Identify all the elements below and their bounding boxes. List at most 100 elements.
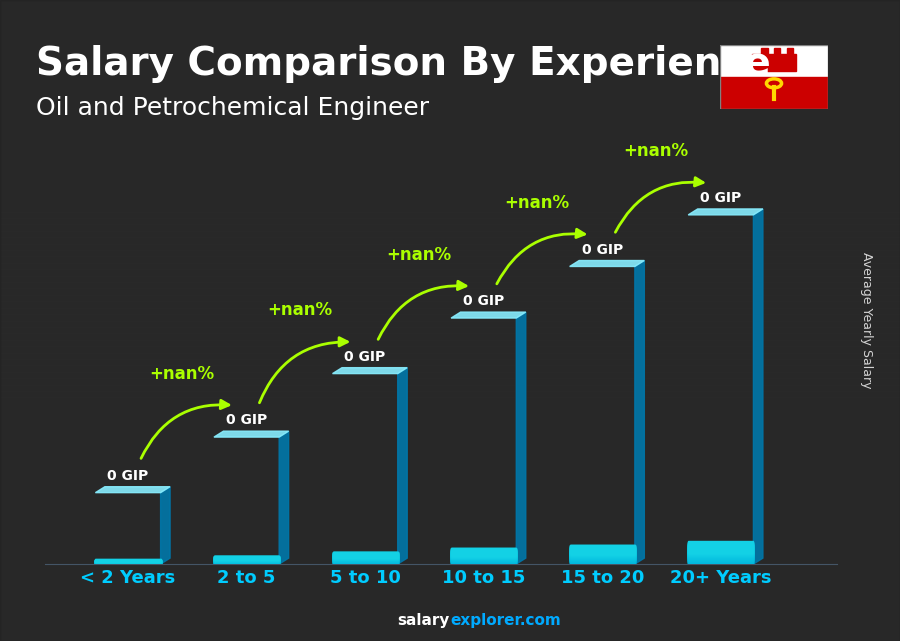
Bar [0, 301, 900, 308]
Bar [0, 487, 900, 494]
Bar [214, 560, 279, 564]
Bar [570, 547, 634, 557]
Bar [214, 560, 279, 564]
Bar [0, 577, 900, 583]
Bar [332, 553, 398, 559]
Bar [95, 560, 160, 563]
Bar [570, 551, 634, 561]
Bar [570, 545, 634, 556]
Bar [688, 544, 753, 555]
Bar [0, 13, 900, 19]
Bar [0, 282, 900, 288]
Bar [688, 543, 753, 554]
Polygon shape [332, 368, 407, 374]
Bar [0, 128, 900, 135]
Bar [0, 237, 900, 244]
Bar [0, 404, 900, 410]
Bar [332, 554, 398, 560]
Bar [451, 551, 517, 559]
Bar [570, 551, 634, 560]
Bar [570, 553, 634, 562]
Bar [0, 32, 900, 38]
Bar [451, 548, 517, 556]
Bar [451, 556, 517, 564]
Bar [95, 562, 160, 563]
Bar [0, 417, 900, 423]
Bar [570, 553, 634, 563]
Bar [451, 549, 517, 558]
Bar [332, 556, 398, 563]
Bar [95, 562, 160, 564]
Bar [451, 550, 517, 558]
Bar [214, 558, 279, 563]
Bar [332, 553, 398, 559]
Bar [0, 391, 900, 397]
Bar [214, 557, 279, 561]
Bar [0, 64, 900, 71]
Bar [0, 147, 900, 154]
Bar [0, 231, 900, 237]
Bar [451, 549, 517, 557]
Bar [95, 560, 160, 562]
Bar [0, 6, 900, 13]
Bar [688, 551, 753, 563]
Bar [570, 551, 634, 561]
Bar [332, 554, 398, 560]
Bar [0, 635, 900, 641]
Bar [214, 557, 279, 561]
Bar [95, 560, 160, 563]
Bar [95, 560, 160, 562]
Bar [688, 548, 753, 560]
Text: +nan%: +nan% [267, 301, 332, 319]
Bar [0, 109, 900, 115]
Bar [570, 549, 634, 559]
Bar [95, 561, 160, 563]
Bar [688, 547, 753, 558]
Bar [0, 429, 900, 436]
Bar [451, 549, 517, 557]
Bar [95, 560, 160, 562]
Polygon shape [279, 431, 289, 564]
Bar [0, 115, 900, 122]
Bar [332, 553, 398, 560]
Polygon shape [570, 260, 644, 267]
Bar [0, 71, 900, 77]
Bar [214, 556, 279, 560]
Bar [332, 557, 398, 563]
Bar [332, 556, 398, 563]
Bar [214, 558, 279, 562]
Bar [688, 552, 753, 563]
Bar [0, 423, 900, 429]
Bar [688, 549, 753, 561]
Bar [214, 556, 279, 560]
Bar [0, 378, 900, 385]
Bar [570, 549, 634, 559]
Bar [570, 551, 634, 562]
Bar [451, 556, 517, 564]
Bar [214, 560, 279, 563]
Polygon shape [634, 260, 644, 564]
Bar [332, 555, 398, 562]
Bar [0, 385, 900, 391]
Bar [332, 554, 398, 561]
Bar [688, 542, 753, 553]
Text: +nan%: +nan% [148, 365, 214, 383]
Bar [0, 19, 900, 26]
Bar [0, 340, 900, 346]
Bar [0, 500, 900, 506]
Bar [214, 558, 279, 563]
Bar [0, 205, 900, 212]
Bar [451, 552, 517, 560]
Bar [570, 545, 634, 555]
Bar [0, 51, 900, 58]
Bar [688, 541, 753, 553]
Polygon shape [398, 368, 407, 564]
Polygon shape [451, 312, 526, 318]
Bar [451, 548, 517, 556]
Bar [95, 561, 160, 563]
Bar [0, 295, 900, 301]
Bar [0, 186, 900, 192]
Bar [95, 560, 160, 562]
Text: explorer.com: explorer.com [450, 613, 561, 628]
Bar [332, 552, 398, 558]
